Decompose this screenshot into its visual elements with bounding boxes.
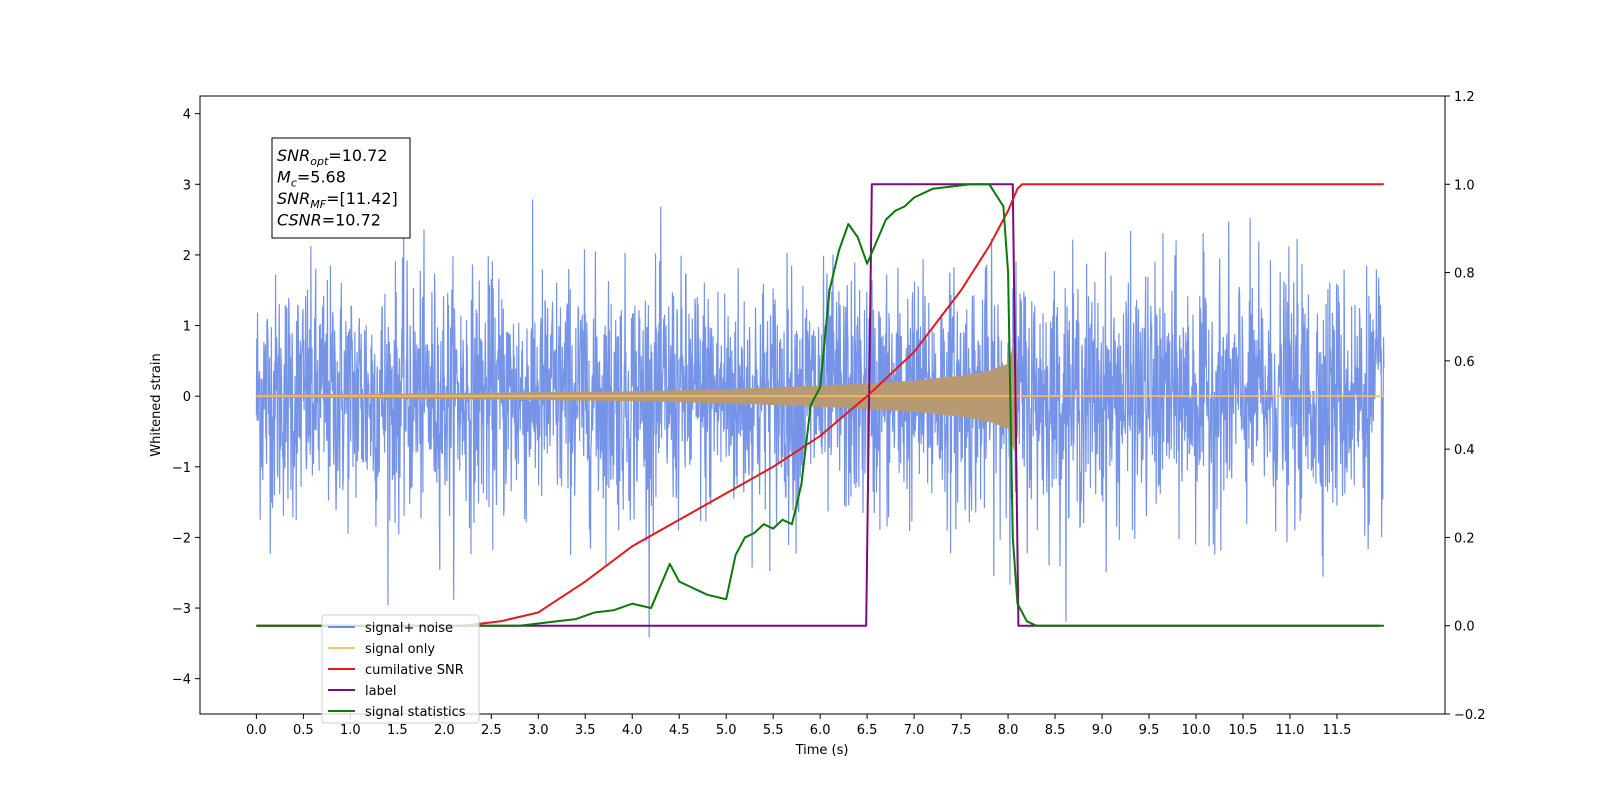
y-right-tick-label: 1.2: [1454, 90, 1475, 105]
info-line: CSNR=10.72: [277, 211, 381, 230]
x-tick-label: 10.5: [1229, 723, 1258, 738]
y-right-tick-label: −0.2: [1454, 708, 1486, 723]
series-line-cumilative-snr: [256, 183, 1384, 627]
x-tick-label: 8.0: [998, 723, 1019, 738]
x-tick-label: 8.5: [1045, 723, 1066, 738]
signal-plus-noise-series: [255, 199, 1385, 638]
info-box-frame: [271, 137, 411, 239]
legend-label: signal only: [365, 642, 435, 657]
y-axis-left: −4 −3 −2 −1 0 1 2 3 4: [172, 108, 200, 688]
x-tick-label: 3.0: [528, 723, 549, 738]
overlay-series: [256, 183, 1384, 627]
y-right-tick-label: 1.0: [1454, 178, 1475, 193]
x-tick-label: 7.5: [951, 723, 972, 738]
y-left-tick-label: −4: [172, 673, 191, 688]
info-line: SNRMF=[11.42]: [277, 189, 398, 211]
info-line: SNRopt=10.72: [277, 146, 388, 168]
y-left-tick-label: 3: [183, 178, 191, 193]
legend: signal+ noise signal only cumilative SNR la…: [321, 614, 480, 724]
x-tick-label: 4.5: [669, 723, 690, 738]
y-left-tick-label: −3: [172, 602, 191, 617]
y-left-tick-label: 0: [183, 390, 191, 405]
legend-entry: label: [328, 684, 396, 699]
legend-entry: signal only: [328, 642, 435, 657]
y-right-tick-label: 0.6: [1454, 355, 1475, 370]
y-left-tick-label: 4: [183, 108, 191, 123]
y-axis-left-label: Whitened strain: [149, 353, 164, 456]
x-tick-label: 2.0: [434, 723, 455, 738]
series-line-signal-statistics: [256, 183, 1384, 627]
x-tick-label: 1.0: [340, 723, 361, 738]
legend-label: cumilative SNR: [365, 663, 464, 678]
x-tick-label: 9.0: [1092, 723, 1113, 738]
y-left-tick-label: 1: [183, 320, 191, 335]
y-right-tick-label: 0.4: [1454, 443, 1475, 458]
x-tick-label: 5.5: [763, 723, 784, 738]
x-tick-label: 7.0: [904, 723, 925, 738]
y-left-tick-label: −1: [172, 461, 191, 476]
legend-entry: cumilative SNR: [328, 663, 464, 678]
legend-entry: signal statistics: [328, 705, 466, 720]
x-tick-label: 3.5: [575, 723, 596, 738]
y-right-tick-label: 0.0: [1454, 620, 1475, 635]
legend-label: label: [365, 684, 396, 699]
legend-entry: signal+ noise: [328, 621, 453, 636]
x-tick-label: 9.5: [1139, 723, 1160, 738]
x-tick-label: 6.5: [857, 723, 878, 738]
y-right-tick-label: 0.8: [1454, 267, 1475, 282]
x-tick-label: 5.0: [716, 723, 737, 738]
legend-label: signal+ noise: [365, 621, 453, 636]
info-box: SNRopt=10.72Mc=5.68SNRMF=[11.42]CSNR=10.…: [271, 137, 411, 239]
y-right-tick-label: 0.2: [1454, 531, 1475, 546]
x-axis-label: Time (s): [795, 743, 849, 758]
signal-only-series: [256, 336, 1384, 457]
x-tick-label: 6.0: [810, 723, 831, 738]
x-axis: 0.0 0.5 1.0 1.5 2.0 2.5 3.0 3.5 4.0 4.5 5.0 5.5 6.0 6…: [246, 714, 1351, 738]
y-axis-right: −0.2 0.0 0.2 0.4 0.6 0.8 1.0 1.2: [1445, 90, 1486, 723]
x-tick-label: 11.0: [1275, 723, 1304, 738]
x-tick-label: 11.5: [1322, 723, 1351, 738]
x-tick-label: 0.0: [246, 723, 267, 738]
legend-frame: [321, 614, 480, 724]
y-left-tick-label: −2: [172, 531, 191, 546]
x-tick-label: 2.5: [481, 723, 502, 738]
info-line: Mc=5.68: [277, 168, 346, 190]
x-tick-label: 0.5: [293, 723, 314, 738]
plot-frame: [199, 95, 1446, 715]
y-left-tick-label: 2: [183, 249, 191, 264]
x-tick-label: 4.0: [622, 723, 643, 738]
x-tick-label: 1.5: [387, 723, 408, 738]
x-tick-label: 10.0: [1182, 723, 1211, 738]
signal-plus-noise-line: [255, 199, 1385, 638]
legend-label: signal statistics: [365, 705, 466, 720]
